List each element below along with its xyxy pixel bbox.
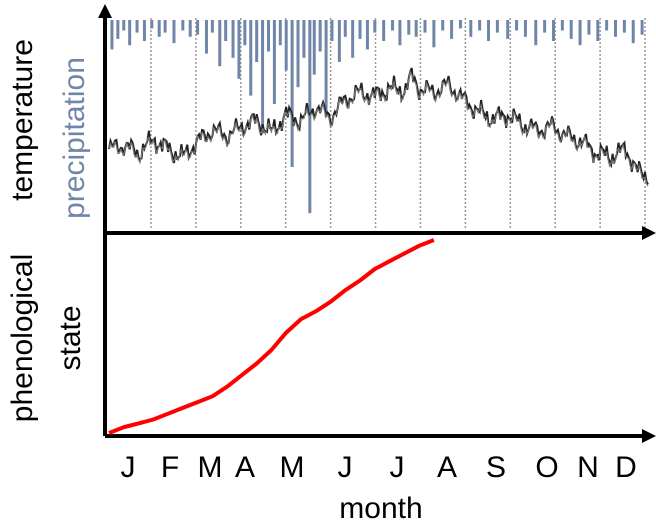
precipitation-bar-66 (605, 20, 609, 31)
precipitation-bar-31 (312, 20, 316, 75)
precipitation-bar-25 (278, 20, 282, 46)
month-label-2: M (198, 451, 223, 484)
precipitation-bar-19 (243, 20, 247, 46)
precipitation-bar-60 (551, 20, 555, 41)
precipitation-bar-8 (163, 20, 167, 33)
precipitation-bar-61 (560, 20, 564, 31)
precipitation-bar-37 (351, 20, 355, 58)
precipitation-bar-63 (578, 20, 582, 46)
precipitation-bar-55 (506, 20, 510, 39)
precipitation-bar-4 (135, 20, 139, 33)
precipitation-bar-11 (188, 20, 192, 37)
precipitation-bar-52 (478, 20, 482, 31)
precipitation-bar-14 (210, 20, 214, 33)
precipitation-bar-48 (441, 20, 445, 31)
precipitation-bar-57 (523, 20, 527, 37)
precipitation-bar-58 (534, 20, 538, 46)
temperature-line (108, 67, 649, 185)
precipitation-bar-51 (469, 20, 473, 37)
top-y-axis-arrow (98, 4, 112, 18)
month-label-5: J (338, 451, 353, 484)
precipitation-bar-59 (543, 20, 547, 33)
precipitation-bar-16 (224, 20, 228, 41)
precipitation-bar-10 (181, 20, 185, 31)
precipitation-bar-6 (150, 20, 154, 29)
precipitation-bar-20 (249, 20, 253, 96)
precipitation-bar-35 (337, 20, 341, 62)
precipitation-bar-7 (157, 20, 161, 37)
bottom-x-axis-arrow (642, 429, 656, 443)
precipitation-bar-9 (172, 20, 176, 44)
precipitation-bar-3 (128, 20, 132, 46)
precipitation-bar-69 (631, 20, 635, 44)
precipitation-bar-53 (487, 20, 491, 41)
precipitation-bar-42 (391, 20, 395, 31)
precipitation-bar-50 (458, 20, 462, 29)
y-label-phenological: phenological (6, 254, 39, 422)
precipitation-bar-2 (122, 20, 126, 31)
y-label-precipitation: precipitation (58, 57, 91, 219)
precipitation-bar-5 (142, 20, 146, 41)
precipitation-bar-15 (218, 20, 222, 67)
precipitation-bar-65 (596, 20, 600, 41)
precipitation-bar-43 (398, 20, 402, 46)
phenological-state-line (108, 238, 435, 435)
month-label-9: O (535, 451, 558, 484)
precipitation-bar-12 (196, 20, 200, 35)
precipitation-bar-18 (237, 20, 241, 79)
month-label-3: A (235, 451, 255, 484)
top-panel: temperature precipitation (6, 4, 656, 240)
precipitation-bar-49 (450, 20, 454, 39)
precipitation-bar-62 (569, 20, 573, 39)
precipitation-bar-40 (373, 20, 377, 33)
precipitation-bar-46 (423, 20, 427, 33)
precipitation-bar-22 (261, 20, 265, 134)
month-label-10: N (577, 451, 599, 484)
precipitation-bar-47 (432, 20, 436, 48)
x-axis-label: month (339, 492, 422, 525)
precipitation-bar-38 (358, 20, 362, 39)
precipitation-bar-29 (302, 20, 306, 58)
precipitation-bar-39 (365, 20, 369, 50)
month-label-11: D (615, 451, 637, 484)
precipitation-bar-1 (116, 20, 120, 39)
y-label-state: state (54, 305, 87, 370)
precipitation-bar-32 (318, 20, 322, 52)
month-label-0: J (121, 451, 136, 484)
month-label-1: F (161, 451, 179, 484)
precipitation-bar-36 (343, 20, 347, 37)
precipitation-bar-0 (110, 20, 114, 50)
precipitation-bar-26 (284, 20, 288, 71)
precipitation-bar-13 (204, 20, 208, 54)
precipitation-bar-41 (382, 20, 386, 41)
precipitation-bar-28 (296, 20, 300, 88)
precipitation-bar-64 (587, 20, 591, 35)
month-label-4: M (280, 451, 305, 484)
precipitation-bar-54 (495, 20, 499, 33)
precipitation-bar-34 (330, 20, 334, 41)
month-gridlines (150, 18, 646, 230)
precipitation-bar-56 (515, 20, 519, 31)
y-label-temperature: temperature (6, 39, 39, 201)
precipitation-bar-45 (414, 20, 418, 37)
precipitation-bar-68 (622, 20, 626, 33)
month-label-7: A (437, 451, 457, 484)
precipitation-bar-67 (614, 20, 618, 37)
temperature-line-secondary (108, 70, 649, 187)
precipitation-bar-70 (640, 20, 644, 35)
precipitation-bar-24 (272, 20, 276, 104)
precipitation-bar-27 (290, 20, 294, 167)
precipitation-bar-21 (255, 20, 259, 62)
top-x-axis-arrow (642, 226, 656, 240)
precipitation-bar-23 (266, 20, 270, 52)
precipitation-bars (110, 20, 644, 214)
precipitation-bar-33 (324, 20, 328, 117)
month-label-8: S (486, 451, 506, 484)
precipitation-bar-44 (407, 20, 411, 35)
month-label-6: J (390, 451, 405, 484)
precipitation-bar-17 (231, 20, 235, 58)
